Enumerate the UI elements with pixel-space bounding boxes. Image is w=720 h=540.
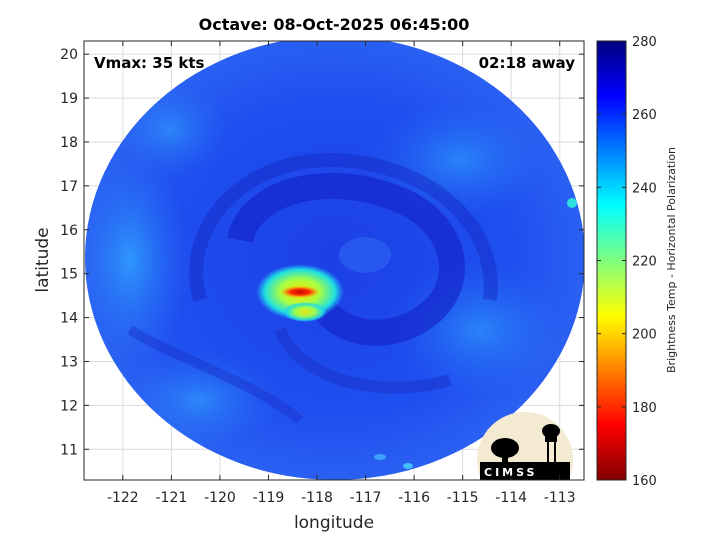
y-tick-label: 15	[60, 267, 78, 283]
x-tick-label: -113	[544, 490, 576, 506]
x-axis-label: longitude	[294, 513, 374, 533]
y-tick-label: 19	[60, 91, 78, 107]
x-tick-label: -117	[350, 490, 382, 506]
x-tick-label: -121	[155, 490, 187, 506]
y-tick-label: 11	[60, 442, 78, 458]
figure-title: Octave: 08-Oct-2025 06:45:00	[199, 15, 470, 34]
time-away-label: 02:18 away	[479, 54, 576, 72]
y-tick-label: 17	[60, 179, 78, 195]
y-axis-ticks: 11 12 13 14 15 16 17 18 19 20	[60, 47, 584, 458]
cimss-logo	[477, 412, 573, 480]
x-axis-ticks: -122 -121 -120 -119 -118 -117 -116 -115 -114 -113	[107, 41, 576, 506]
colorbar-tick-label: 220	[632, 255, 657, 270]
y-tick-label: 12	[60, 398, 78, 414]
colorbar-tick-label: 280	[632, 35, 657, 50]
x-tick-label: -116	[398, 490, 430, 506]
colorbar-tick-label: 180	[632, 401, 657, 416]
y-tick-label: 16	[60, 223, 78, 239]
colorbar-ticks: 160 180 200 220 240 260 280	[597, 35, 657, 489]
colorbar-label: Brightness Temp - Horizontal Polarizatio…	[665, 147, 678, 373]
axes-frame	[83, 40, 585, 481]
colorbar-tick-label: 240	[632, 181, 657, 196]
x-tick-label: -122	[107, 490, 139, 506]
colorbar-tick-label: 260	[632, 108, 657, 123]
y-tick-label: 13	[60, 354, 78, 370]
x-tick-label: -114	[495, 490, 527, 506]
colorbar-tick-label: 200	[632, 328, 657, 343]
y-tick-label: 14	[60, 311, 78, 327]
y-axis-label: latitude	[33, 227, 53, 292]
x-tick-label: -119	[253, 490, 285, 506]
colorbar	[596, 40, 627, 481]
x-tick-label: -118	[301, 490, 333, 506]
logo-text: CIMSS	[484, 466, 537, 479]
vmax-label: Vmax: 35 kts	[94, 54, 204, 72]
brightness-temperature-swath	[85, 41, 584, 480]
y-tick-label: 18	[60, 135, 78, 151]
colorbar-tick-label: 160	[632, 474, 657, 489]
y-tick-label: 20	[60, 47, 78, 63]
x-tick-label: -120	[204, 490, 236, 506]
x-tick-label: -115	[447, 490, 479, 506]
